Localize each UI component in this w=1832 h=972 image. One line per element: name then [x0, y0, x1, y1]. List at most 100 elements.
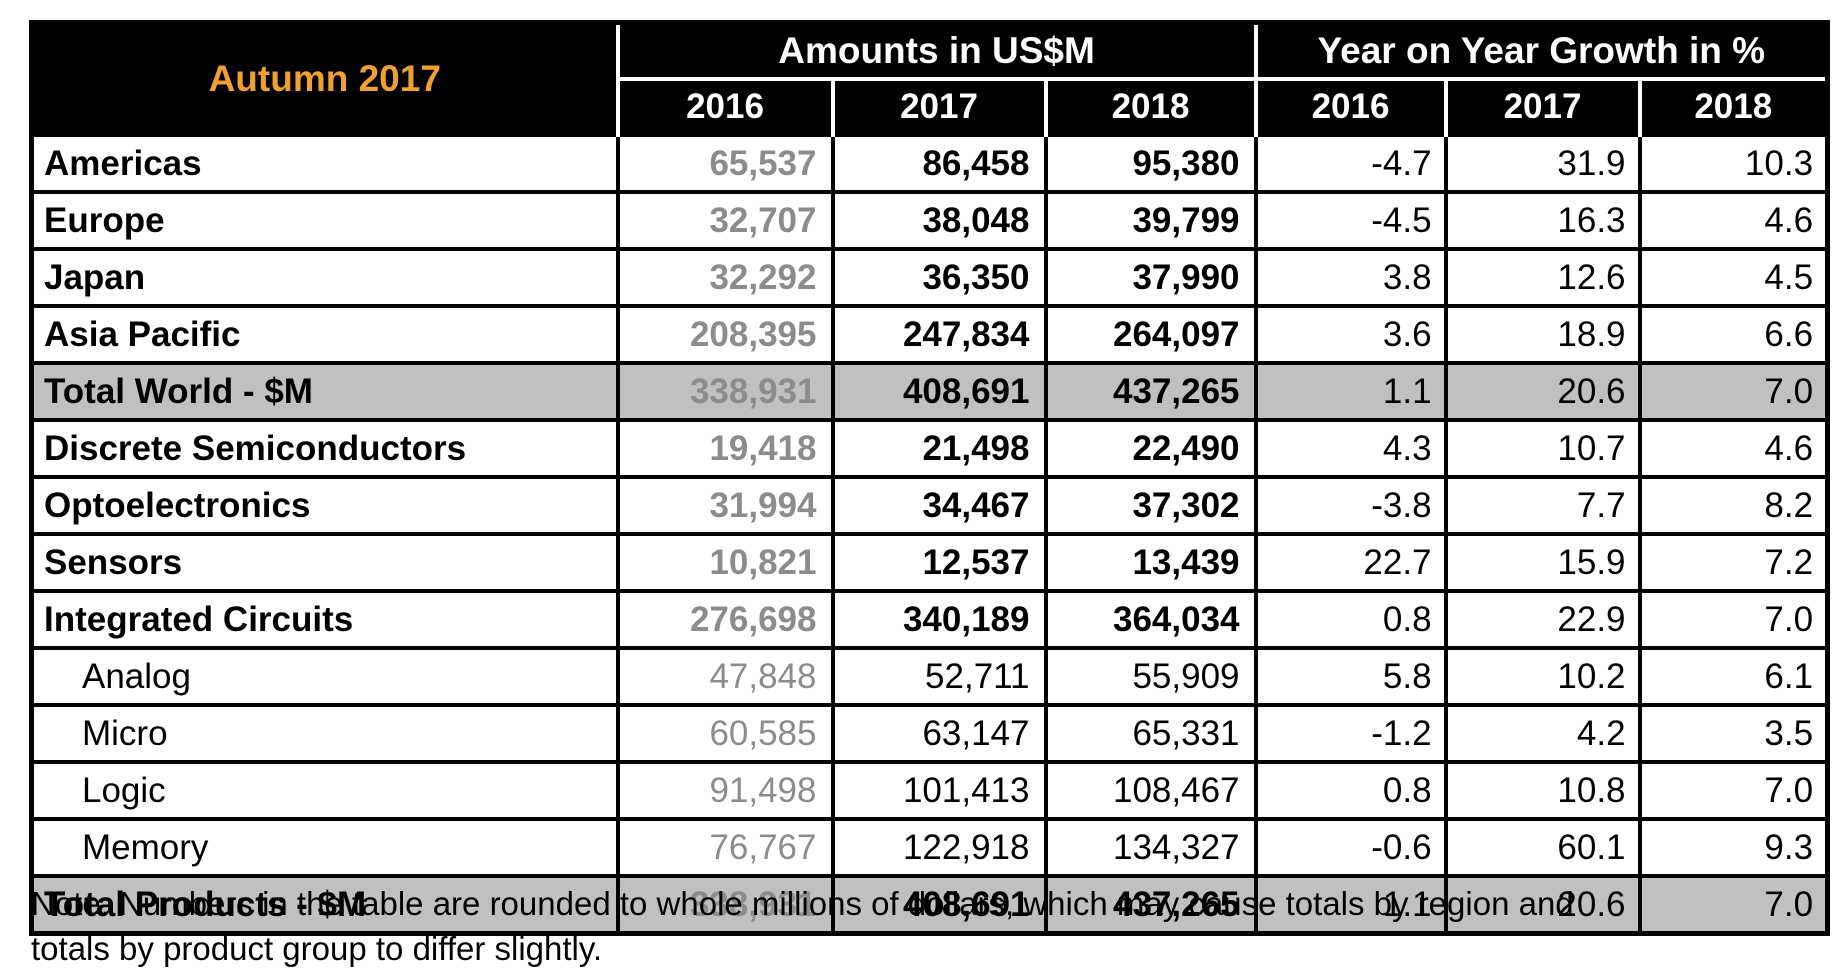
- growth-2016: 4.3: [1253, 418, 1448, 479]
- amount-2016: 31,994: [615, 475, 835, 536]
- amount-2016: 338,931: [615, 361, 835, 422]
- amount-2018: 108,467: [1043, 760, 1258, 821]
- row-label: Analog: [29, 646, 620, 707]
- growth-2018: 7.0: [1637, 361, 1830, 422]
- row-label: Micro: [29, 703, 620, 764]
- amount-2018: 37,302: [1043, 475, 1258, 536]
- table-header: Autumn 2017 Amounts in US$M Year on Year…: [31, 22, 1828, 135]
- table-row: Japan 32,292 36,350 37,990 3.8 12.6 4.5: [29, 247, 1830, 308]
- growth-2018: 10.3: [1637, 133, 1830, 194]
- amount-2018: 65,331: [1043, 703, 1258, 764]
- amount-2016: 338,931: [615, 874, 835, 936]
- amount-2017: 34,467: [830, 475, 1048, 536]
- growth-2016: -1.2: [1253, 703, 1448, 764]
- growth-year-2017-header: 2017: [1443, 79, 1640, 135]
- amount-2018: 39,799: [1043, 190, 1258, 251]
- amount-2016: 60,585: [615, 703, 835, 764]
- growth-2018: 4.5: [1637, 247, 1830, 308]
- growth-2017: 20.6: [1443, 361, 1642, 422]
- growth-2016: 5.8: [1253, 646, 1448, 707]
- growth-2018: 7.2: [1637, 532, 1830, 593]
- amount-2016: 32,707: [615, 190, 835, 251]
- amount-2016: 208,395: [615, 304, 835, 365]
- amount-2016: 65,537: [615, 133, 835, 194]
- amount-2018: 437,265: [1043, 874, 1258, 936]
- year-header-row: 2016 2017 2018 2016 2017 2018: [32, 79, 1828, 135]
- amount-2017: 52,711: [830, 646, 1048, 707]
- growth-2016: 1.1: [1253, 361, 1448, 422]
- amount-2018: 55,909: [1043, 646, 1258, 707]
- amount-2016: 47,848: [615, 646, 835, 707]
- growth-2018: 9.3: [1637, 817, 1830, 878]
- forecast-table: Autumn 2017 Amounts in US$M Year on Year…: [29, 20, 1831, 936]
- growth-2017: 60.1: [1443, 817, 1642, 878]
- amount-2017: 12,537: [830, 532, 1048, 593]
- row-label: Integrated Circuits: [29, 589, 620, 650]
- growth-2016: 0.8: [1253, 589, 1448, 650]
- growth-2018: 7.0: [1637, 589, 1830, 650]
- amount-2017: 122,918: [830, 817, 1048, 878]
- row-label: Logic: [29, 760, 620, 821]
- amount-2017: 408,691: [830, 361, 1048, 422]
- footnote-text: Note: Numbers in the table are rounded t…: [31, 885, 1574, 967]
- growth-2018: 6.6: [1637, 304, 1830, 365]
- growth-2017: 31.9: [1443, 133, 1642, 194]
- growth-2017: 16.3: [1443, 190, 1642, 251]
- amount-2018: 13,439: [1043, 532, 1258, 593]
- amount-2016: 76,767: [615, 817, 835, 878]
- growth-2017: 22.9: [1443, 589, 1642, 650]
- amount-2016: 19,418: [615, 418, 835, 479]
- amount-2016: 32,292: [615, 247, 835, 308]
- table-row: Discrete Semiconductors 19,418 21,498 22…: [29, 418, 1830, 479]
- growth-2016: 3.6: [1253, 304, 1448, 365]
- growth-2017: 15.9: [1443, 532, 1642, 593]
- table-row: Europe 32,707 38,048 39,799 -4.5 16.3 4.…: [29, 190, 1830, 251]
- amount-2016: 10,821: [615, 532, 835, 593]
- amount-2017: 36,350: [830, 247, 1048, 308]
- table-row: Sensors 10,821 12,537 13,439 22.7 15.9 7…: [29, 532, 1830, 593]
- amount-2017: 63,147: [830, 703, 1048, 764]
- growth-year-2016-header: 2016: [1253, 79, 1446, 135]
- growth-2016: 3.8: [1253, 247, 1448, 308]
- row-label: Total World - $M: [29, 361, 620, 422]
- row-label: Americas: [29, 133, 620, 194]
- growth-2016: -0.6: [1253, 817, 1448, 878]
- amount-2018: 37,990: [1043, 247, 1258, 308]
- amount-2018: 264,097: [1043, 304, 1258, 365]
- table-row: Optoelectronics 31,994 34,467 37,302 -3.…: [29, 475, 1830, 536]
- row-label: Optoelectronics: [29, 475, 620, 536]
- growth-2016: 1.1: [1253, 874, 1448, 936]
- growth-2017: 10.8: [1443, 760, 1642, 821]
- growth-year-2018-header: 2018: [1637, 79, 1828, 135]
- growth-2018: 6.1: [1637, 646, 1830, 707]
- amount-2017: 86,458: [830, 133, 1048, 194]
- amount-2017: 247,834: [830, 304, 1048, 365]
- amount-2016: 276,698: [615, 589, 835, 650]
- amount-2018: 95,380: [1043, 133, 1258, 194]
- amount-2018: 22,490: [1043, 418, 1258, 479]
- table-row-total-products: Total Products - $M 338,931 408,691 437,…: [29, 874, 1830, 936]
- semiconductor-forecast-table: Autumn 2017 Amounts in US$M Year on Year…: [29, 20, 1831, 936]
- growth-2016: -3.8: [1253, 475, 1448, 536]
- amounts-group-header: Amounts in US$M: [617, 22, 1258, 81]
- growth-2017: 10.7: [1443, 418, 1642, 479]
- growth-2017: 10.2: [1443, 646, 1642, 707]
- row-label: Asia Pacific: [29, 304, 620, 365]
- growth-2017: 4.2: [1443, 703, 1642, 764]
- amount-2017: 340,189: [830, 589, 1048, 650]
- row-label: Total Products - $M: [29, 874, 620, 936]
- growth-2018: 7.0: [1637, 874, 1830, 936]
- growth-2018: 4.6: [1637, 190, 1830, 251]
- table-row-sub: Analog 47,848 52,711 55,909 5.8 10.2 6.1: [29, 646, 1830, 707]
- table-row-sub: Memory 76,767 122,918 134,327 -0.6 60.1 …: [29, 817, 1830, 878]
- amount-2018: 134,327: [1043, 817, 1258, 878]
- table-row-sub: Micro 60,585 63,147 65,331 -1.2 4.2 3.5: [29, 703, 1830, 764]
- amounts-year-2017-header: 2017: [830, 79, 1046, 135]
- amount-2017: 21,498: [830, 418, 1048, 479]
- amounts-year-2016-header: 2016: [617, 79, 833, 135]
- row-label: Europe: [29, 190, 620, 251]
- growth-2018: 3.5: [1637, 703, 1830, 764]
- row-label: Sensors: [29, 532, 620, 593]
- amount-2018: 364,034: [1043, 589, 1258, 650]
- growth-2018: 7.0: [1637, 760, 1830, 821]
